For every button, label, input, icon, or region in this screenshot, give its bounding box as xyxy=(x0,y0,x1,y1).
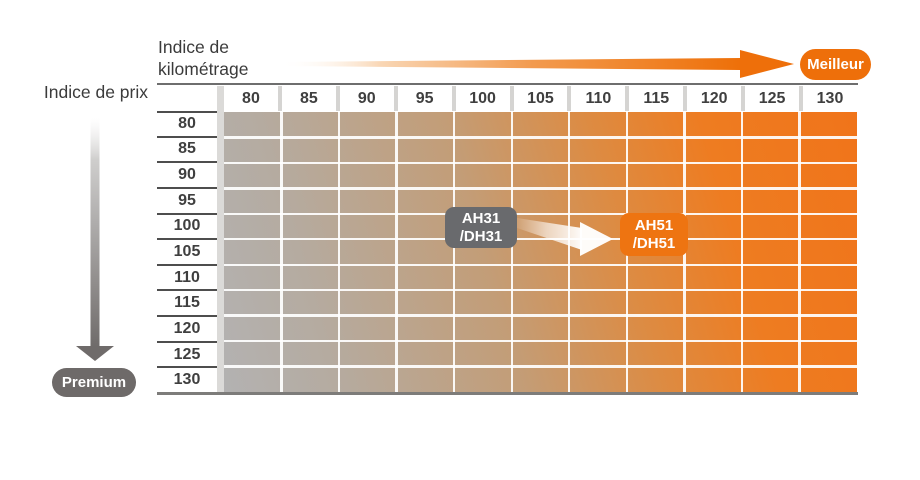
grid-bottom-rule xyxy=(157,391,858,395)
row-header-cell: 100 xyxy=(157,215,217,241)
column-header-cell: 90 xyxy=(335,86,394,111)
grid-line-horizontal xyxy=(224,314,857,317)
row-header-cell: 95 xyxy=(157,189,217,215)
grid-line-vertical xyxy=(395,112,398,392)
better-badge: Meilleur xyxy=(800,49,871,80)
annotation-ah31-dh31: AH31 /DH31 xyxy=(445,207,517,248)
grid-line-horizontal xyxy=(224,288,857,292)
row-header-cell: 120 xyxy=(157,317,217,343)
column-headers: 80 85 90 95 100 105 110 115 120 125 130 xyxy=(224,86,857,111)
row-header-cell: 125 xyxy=(157,343,217,369)
column-header-cell: 95 xyxy=(393,86,452,111)
grid-line-vertical xyxy=(452,112,456,392)
grid-line-vertical xyxy=(510,112,513,392)
x-axis-better-arrow-icon xyxy=(280,50,794,78)
column-header-cell: 105 xyxy=(509,86,568,111)
y-axis-title: Indice de prix xyxy=(43,82,148,102)
grid-line-horizontal xyxy=(224,161,857,165)
grid-line-horizontal xyxy=(224,187,857,190)
row-header-cell: 80 xyxy=(157,112,217,138)
grid-line-vertical xyxy=(740,112,744,392)
column-header-cell: 130 xyxy=(799,86,857,111)
grid-line-horizontal xyxy=(224,365,857,368)
annotation-line: AH51 xyxy=(634,217,674,234)
header-top-rule xyxy=(157,83,858,86)
matrix-grid: AH31 /DH31 AH51 /DH51 xyxy=(224,112,857,392)
column-header-cell: 120 xyxy=(683,86,741,111)
row-header-cell: 85 xyxy=(157,138,217,164)
annotation-ah51-dh51: AH51 /DH51 xyxy=(620,213,688,256)
column-header-cell: 110 xyxy=(567,86,625,111)
column-header-cell: 80 xyxy=(242,90,260,107)
grid-line-vertical xyxy=(798,112,801,392)
column-header-cell: 125 xyxy=(741,86,799,111)
movement-arrow-icon xyxy=(517,218,613,256)
corner-cell-underline xyxy=(157,110,217,113)
row-header-cell: 90 xyxy=(157,163,217,189)
premium-badge: Premium xyxy=(52,368,136,397)
y-axis-premium-arrow-icon xyxy=(76,118,114,361)
grid-line-horizontal xyxy=(224,136,857,139)
row-header-cell: 110 xyxy=(157,266,217,292)
row-headers: 80 85 90 95 100 105 110 115 120 125 130 xyxy=(157,112,217,392)
grid-line-horizontal xyxy=(224,212,857,215)
column-header-cell: 85 xyxy=(277,86,336,111)
grid-line-horizontal xyxy=(224,238,857,241)
grid-line-horizontal xyxy=(224,263,857,266)
row-header-cell: 115 xyxy=(157,291,217,318)
grid-line-vertical xyxy=(337,112,341,392)
annotation-line: /DH31 xyxy=(459,228,503,245)
grid-line-horizontal xyxy=(224,339,857,343)
axis-gutter xyxy=(217,86,224,392)
grid-line-vertical xyxy=(568,112,571,392)
x-axis-title: Indice de kilométrage xyxy=(158,37,249,79)
row-header-cell: 105 xyxy=(157,240,217,266)
column-header-cell: 115 xyxy=(625,86,683,111)
row-header-cell: 130 xyxy=(173,371,201,389)
grid-line-vertical xyxy=(280,112,283,392)
column-header-cell: 100 xyxy=(451,86,510,111)
annotation-line: /DH51 xyxy=(632,235,676,252)
annotation-line: AH31 xyxy=(461,210,501,227)
